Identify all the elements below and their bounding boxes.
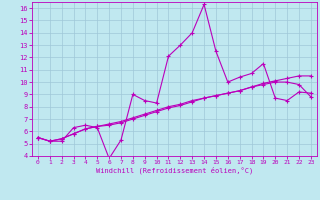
X-axis label: Windchill (Refroidissement éolien,°C): Windchill (Refroidissement éolien,°C) <box>96 167 253 174</box>
